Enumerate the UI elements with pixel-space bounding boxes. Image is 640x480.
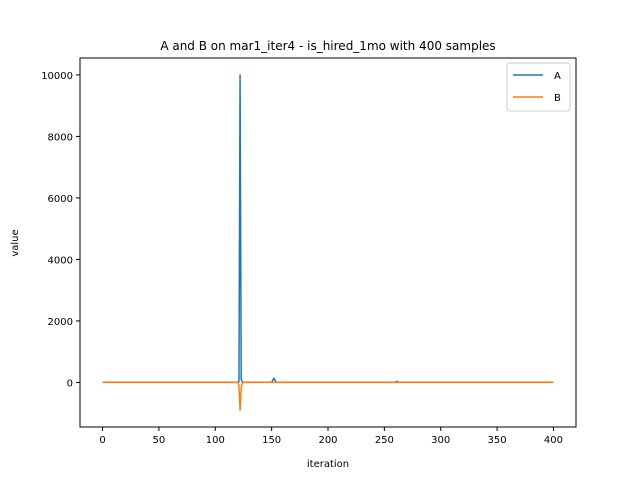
y-tick-label: 10000 <box>41 71 73 82</box>
x-axis: 0 50 100 150 200 250 300 350 400 <box>99 427 563 446</box>
y-tick-label: 8000 <box>48 132 73 143</box>
legend: AB <box>506 62 571 112</box>
x-tick-label: 400 <box>544 435 563 446</box>
series-line-b <box>102 381 554 411</box>
x-tick-label: 100 <box>206 435 225 446</box>
x-tick-label: 50 <box>153 435 166 446</box>
x-tick-label: 300 <box>431 435 450 446</box>
y-axis-label: value <box>10 229 21 256</box>
x-tick-label: 0 <box>99 435 105 446</box>
y-tick-label: 4000 <box>48 255 73 266</box>
y-tick-label: 6000 <box>48 194 73 205</box>
legend-label-a: A <box>554 71 561 82</box>
x-tick-label: 200 <box>318 435 337 446</box>
y-tick-label: 2000 <box>48 317 73 328</box>
legend-label-b: B <box>554 93 561 104</box>
plot-frame <box>79 57 577 428</box>
chart-title: A and B on mar1_iter4 - is_hired_1mo wit… <box>160 39 495 53</box>
x-tick-label: 350 <box>488 435 507 446</box>
y-tick-label: 0 <box>67 378 73 389</box>
x-axis-label: iteration <box>307 459 349 470</box>
x-tick-label: 150 <box>262 435 281 446</box>
series-lines <box>102 74 554 411</box>
y-axis: 0 2000 4000 6000 8000 10000 <box>41 71 80 389</box>
x-tick-label: 250 <box>375 435 394 446</box>
